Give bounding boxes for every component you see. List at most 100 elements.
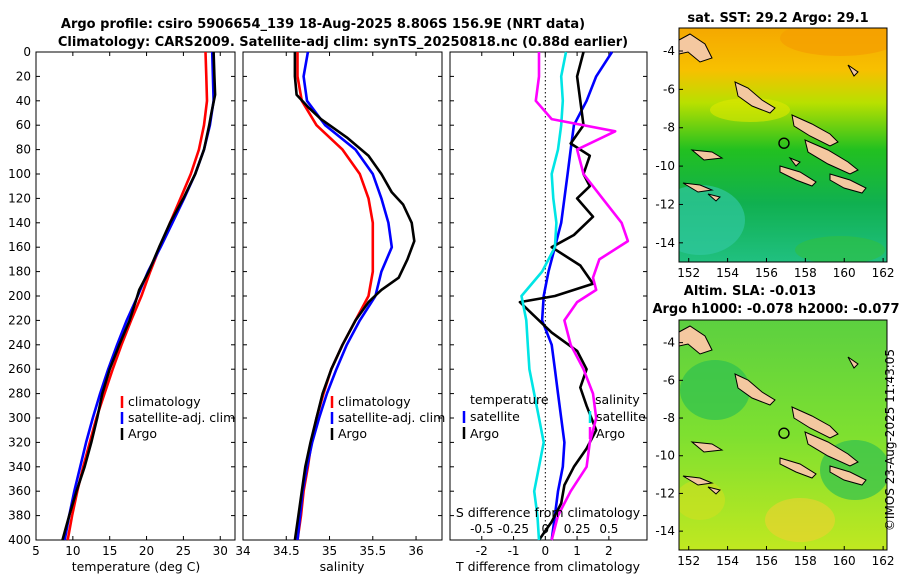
land-island [707,486,721,495]
map-x-tick-label: 160 [833,554,856,568]
depth-tick-label: 0 [23,45,31,59]
land-new-guinea [679,325,713,355]
map-y-tick-label: -14 [655,524,675,538]
map-y-tick-label: -6 [663,82,675,96]
sst-argo-marker [778,137,790,149]
depth-tick-label: 260 [8,362,31,376]
map-y-tick-label: -10 [655,159,675,173]
legend-label-t-argo: Argo [470,426,499,441]
land-island [847,356,859,369]
series-line-satellite-adj-clim [296,51,394,541]
depth-tick-label: 400 [8,533,31,547]
temperature-series [61,51,217,541]
depth-axis: 0 20 40 60 80 100 120 140 160 180 200 220 240 260 280 3… [8,45,647,547]
x-tick-label: 25 [176,544,191,558]
copyright-stamp: ©IMOS 23-Aug-2025 11:43:05 [883,349,897,531]
sst-land [679,33,867,202]
land-guadalcanal [779,165,817,187]
land-island [682,182,714,193]
depth-tick-label: 60 [16,118,31,132]
x-tick-label: 30 [213,544,228,558]
sst-cool-patch [679,185,745,255]
x-tick-label: 34.5 [273,544,300,558]
sla-low-patch [680,360,750,420]
temperature-legend: climatology satellite-adj. clim Argo [120,394,235,441]
land-island [682,475,714,486]
map-y-tick-label: -8 [663,411,675,425]
sla-map-subtitle: Argo h1000: -0.078 h2000: -0.077 [652,302,899,317]
sla-map-title: Altim. SLA: -0.013 [684,284,816,299]
t-difference-xlabel: T difference from climatology [455,559,641,574]
legend-label-argo: Argo [128,426,157,441]
series-line-satellite-adj-clim [63,51,215,541]
legend-label-climatology: climatology [128,394,201,409]
map-x-tick-label: 154 [716,554,739,568]
sla-argo-marker [778,427,790,439]
difference-series [518,51,630,541]
sst-map-title: sat. SST: 29.2 Argo: 29.1 [687,11,868,26]
land-bougainville [734,373,776,406]
depth-tick-label: 380 [8,509,31,523]
map-x-tick-label: 152 [677,554,700,568]
sla-map-frame [678,319,888,551]
depth-tick-label: 320 [8,435,31,449]
map-x-tick-label: 154 [716,266,739,280]
depth-tick-label: 360 [8,484,31,498]
salinity-series [293,51,416,541]
land-island [690,441,724,453]
depth-tick-label: 240 [8,338,31,352]
map-x-tick-label: 162 [872,266,895,280]
difference-legend: temperature satellite Argo salinity sate… [462,392,646,441]
legend-title-temperature: temperature [470,392,549,407]
x-tick-label: -1 [508,544,520,558]
legend-label-climatology: climatology [338,394,411,409]
legend-label-satellite: satellite-adj. clim [128,410,235,425]
x-tick-label: 35 [322,544,337,558]
map-y-tick-label: -10 [655,449,675,463]
sst-warm-patch [780,28,887,56]
depth-tick-label: 160 [8,240,31,254]
depth-tick-label: 20 [16,69,31,83]
series-line-temperature-argo [518,51,598,541]
legend-label-argo: Argo [338,426,367,441]
x-tick-label: 20 [139,544,154,558]
map-x-tick-label: 160 [833,266,856,280]
title-line1: Argo profile: csiro 5906654_139 18-Aug-2… [61,17,585,32]
series-line-salinity-satellite [520,51,568,541]
sla-high-patch [679,480,725,520]
s-difference-xlabel: S difference from climatology [456,505,641,520]
salinity-x-ticks: 34 34.5 35 35.5 36 [235,52,424,558]
x-tick-label: 34 [235,544,250,558]
x-tick-label: 2 [605,544,613,558]
sla-map-field [679,320,887,550]
legend-label-s-satellite: satellite [596,409,646,424]
land-choiseul [791,114,839,147]
map-x-tick-label: 156 [755,266,778,280]
sla-high-patch [765,498,835,542]
x-tick-label: 10 [65,544,80,558]
s-diff-tick-label: -0.5 [470,522,493,536]
land-malaita [829,173,867,194]
map-y-tick-label: -8 [663,121,675,135]
land-island [707,193,721,202]
x-tick-label: 35.5 [359,544,386,558]
legend-label-t-satellite: satellite [470,409,520,424]
s-diff-tick-label: 0.25 [564,522,591,536]
map-y-tick-label: -4 [663,336,675,350]
series-line-salinity-argo [534,52,630,541]
sst-patch [710,98,790,122]
temperature-xlabel: temperature (deg C) [72,559,201,574]
series-line-argo [61,51,217,541]
series-line-climatology [66,51,209,541]
land-island [788,156,801,167]
difference-x-ticks: -2 -1 0 1 2 [476,52,613,558]
map-x-tick-label: 162 [872,554,895,568]
series-line-temperature-satellite [540,51,614,541]
land-island [847,64,859,77]
map-x-tick-label: 152 [677,266,700,280]
depth-tick-label: 200 [8,289,31,303]
depth-tick-label: 340 [8,460,31,474]
map-x-tick-label: 156 [755,554,778,568]
depth-tick-label: 120 [8,191,31,205]
